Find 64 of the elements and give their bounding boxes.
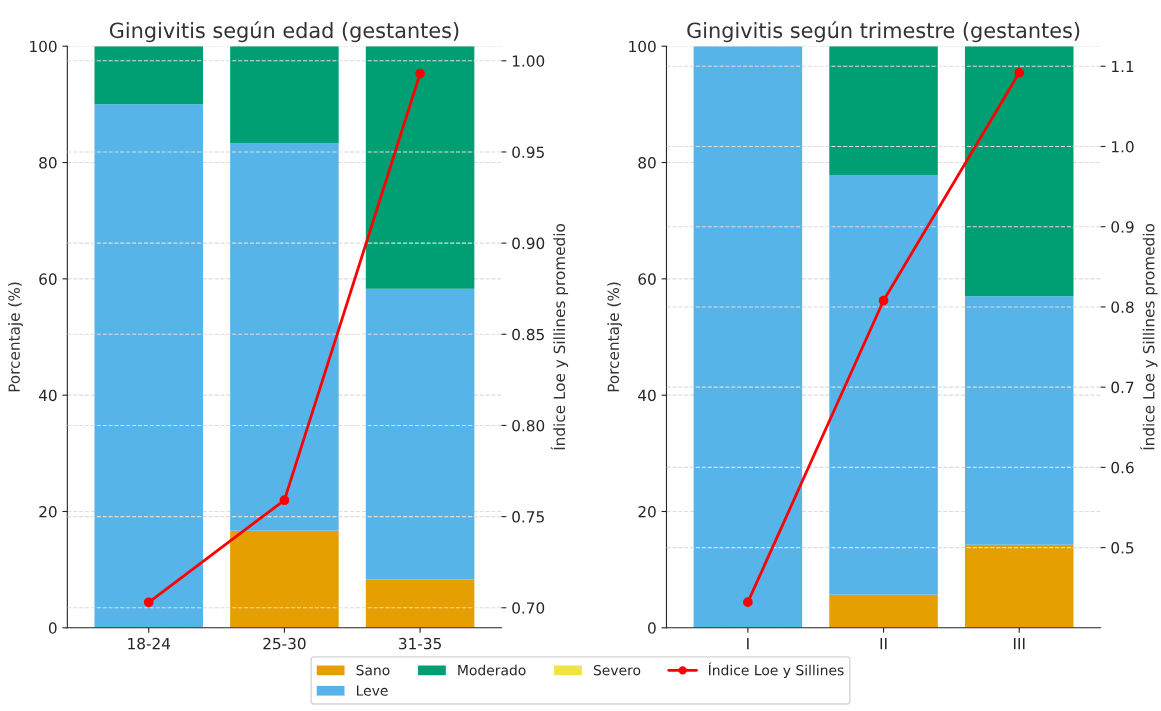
- x-tick-label: II: [880, 638, 887, 650]
- y2-tick-label: 1.0: [1112, 140, 1134, 153]
- x-tick-label: 31-35: [399, 637, 441, 650]
- y-tick-label: 80: [39, 157, 57, 169]
- bar: [365, 288, 475, 580]
- y2-tick-label: 0.75: [512, 511, 544, 523]
- y2-tick-label: 0.85: [512, 328, 544, 341]
- bar: [94, 104, 204, 628]
- y-tick-label: 80: [638, 157, 656, 169]
- point: [1014, 67, 1025, 78]
- y2-tick-label: 0.80: [512, 419, 545, 432]
- point: [279, 495, 290, 506]
- x-tick-label: 25-30: [263, 637, 306, 650]
- bar: [964, 46, 1074, 297]
- bar: [829, 175, 938, 595]
- y2-tick-label: 0.6: [1111, 461, 1134, 474]
- legend-label: Índice Loe y Sillines: [708, 662, 844, 679]
- bar: [94, 46, 204, 105]
- y-tick-label: 60: [39, 273, 57, 285]
- y-tick-label: 0: [48, 622, 57, 634]
- y2-tick-label: 0.8: [1111, 301, 1134, 313]
- legend-label: Sano: [356, 664, 390, 676]
- bar: [230, 46, 339, 144]
- bar: [365, 46, 475, 289]
- y-tick-label: 100: [629, 40, 656, 53]
- legend-label: Severo: [593, 664, 641, 676]
- y-axis-title: Porcentaje (%): [8, 282, 23, 392]
- y2-tick-label: 1.00: [512, 55, 545, 67]
- y-axis-title: Porcentaje (%): [607, 282, 623, 392]
- point: [743, 597, 753, 608]
- y-tick-label: 100: [30, 40, 57, 53]
- point: [143, 597, 154, 608]
- y-tick-label: 20: [39, 505, 57, 518]
- legend-label: Moderado: [458, 664, 526, 676]
- y-tick-label: 40: [638, 389, 656, 402]
- bar: [964, 296, 1074, 545]
- y2-tick-label: 1.1: [1112, 60, 1134, 73]
- y-tick-label: 60: [638, 273, 656, 285]
- y2-tick-label: 0.5: [1111, 542, 1134, 554]
- bar: [230, 143, 339, 531]
- bar: [693, 46, 803, 628]
- bar: [829, 46, 938, 176]
- y2-tick-label: 0.7: [1111, 381, 1134, 394]
- y2-tick-label: 0.90: [512, 237, 545, 250]
- chart-title: Gingivitis según trimestre (gestantes): [687, 21, 1080, 43]
- bar: [365, 579, 475, 628]
- y2-axis-title: Índice Loe y Sillines promedio: [1140, 224, 1158, 450]
- x-tick-label: 18-24: [128, 637, 171, 650]
- point: [878, 295, 889, 306]
- x-tick-label: III: [1013, 638, 1025, 650]
- y2-tick-label: 0.70: [512, 602, 545, 614]
- y-tick-label: 40: [38, 389, 57, 402]
- point: [415, 68, 425, 79]
- bar: [230, 530, 339, 628]
- y-tick-label: 0: [648, 622, 656, 634]
- bar: [829, 594, 938, 628]
- y2-axis-title: Índice Loe y Sillines promedio: [550, 224, 569, 450]
- legend-label: Leve: [356, 685, 388, 696]
- y2-tick-label: 0.9: [1111, 221, 1134, 233]
- chart-title: Gingivitis según edad (gestantes): [109, 21, 459, 43]
- x-tick-label: I: [747, 638, 749, 650]
- y2-tick-label: 0.95: [512, 146, 544, 158]
- y-tick-label: 20: [638, 505, 656, 518]
- bar: [964, 544, 1074, 628]
